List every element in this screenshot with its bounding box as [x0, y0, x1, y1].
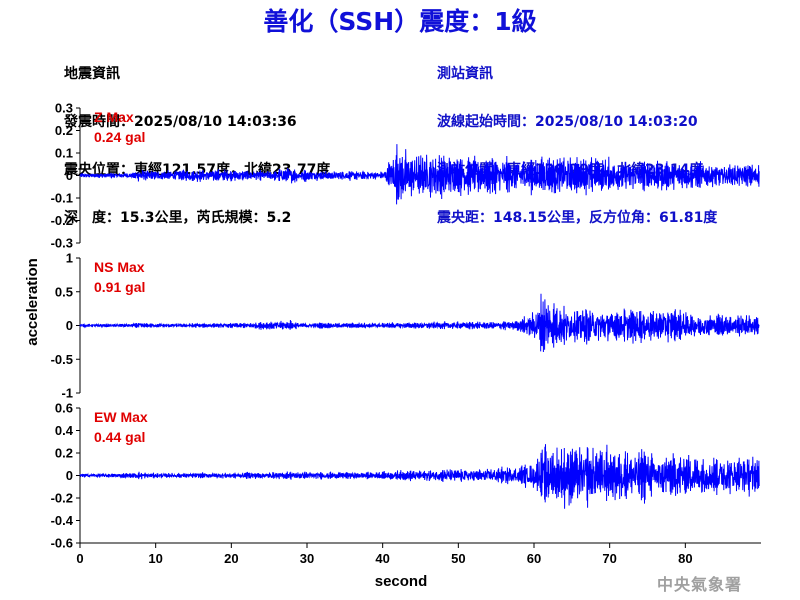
y-axis-label: acceleration	[24, 258, 41, 346]
y-tick-label: 0.6	[55, 401, 73, 416]
y-tick-label: -0.6	[51, 536, 73, 551]
y-tick-label: 0.4	[55, 423, 74, 438]
waveform-line	[79, 144, 760, 205]
y-tick-label: 0.2	[55, 123, 73, 138]
y-tick-label: 0.1	[55, 146, 73, 161]
y-tick-label: 1	[66, 251, 73, 266]
waveform-line	[79, 444, 760, 509]
x-tick-label: 10	[148, 551, 162, 566]
y-tick-label: 0	[66, 318, 73, 333]
y-tick-label: -0.4	[51, 513, 74, 528]
x-axis-label: second	[375, 573, 428, 590]
y-tick-label: -0.2	[51, 491, 73, 506]
x-tick-label: 0	[76, 551, 83, 566]
agency-label: 中央氣象署	[657, 575, 743, 594]
y-tick-label: -0.1	[51, 191, 73, 206]
depth-magnitude: 深 度：15.3公里，芮氏規模：5.2	[64, 210, 292, 226]
panel-z: 0.3 0.2 0.1 0 -0.1 -0.2 -0.3 Z Max 0.24 gal	[51, 101, 760, 251]
page-title: 善化（SSH）震度：1級	[263, 7, 537, 36]
epicentral-distance: 震央距：148.15公里，反方位角：61.81度	[437, 210, 718, 226]
max-value: 0.24 gal	[94, 129, 145, 145]
y-tick-label: -1	[61, 386, 73, 401]
panel-ns: 1 0.5 0 -0.5 -1 NS Max 0.91 gal	[51, 251, 760, 401]
x-tick-label: 20	[224, 551, 238, 566]
x-tick-label: 50	[451, 551, 465, 566]
x-axis: 0 10 20 30 40 50 60 70 80	[76, 542, 761, 566]
max-label: Z Max	[94, 109, 134, 125]
y-tick-label: 0	[66, 468, 73, 483]
y-tick-label: -0.5	[51, 352, 73, 367]
y-tick-label: 0.5	[55, 284, 73, 299]
waveform-line	[79, 293, 760, 353]
panel-ew: 0.6 0.4 0.2 0 -0.2 -0.4 -0.6 EW Max 0.44 gal	[51, 401, 760, 551]
y-tick-label: 0.2	[55, 446, 73, 461]
origin-time: 發震時間：2025/08/10 14:03:36	[64, 114, 297, 130]
earthquake-info-heading: 地震資訊	[64, 66, 120, 82]
wave-start-time: 波線起始時間：2025/08/10 14:03:20	[437, 114, 698, 130]
max-label: EW Max	[94, 409, 148, 425]
max-value: 0.91 gal	[94, 279, 145, 295]
earthquake-info: 地震資訊 發震時間：2025/08/10 14:03:36 震央位置：東經121…	[64, 34, 330, 242]
x-tick-label: 30	[300, 551, 314, 566]
x-tick-label: 80	[678, 551, 692, 566]
max-label: NS Max	[94, 259, 145, 275]
y-tick-label: 0	[66, 168, 73, 183]
y-tick-label: -0.3	[51, 236, 73, 251]
x-tick-label: 60	[527, 551, 541, 566]
y-tick-label: 0.3	[55, 101, 73, 116]
x-tick-label: 40	[375, 551, 389, 566]
max-value: 0.44 gal	[94, 429, 145, 445]
y-tick-label: -0.2	[51, 213, 73, 228]
station-info-heading: 測站資訊	[437, 66, 493, 82]
x-tick-label: 70	[602, 551, 616, 566]
